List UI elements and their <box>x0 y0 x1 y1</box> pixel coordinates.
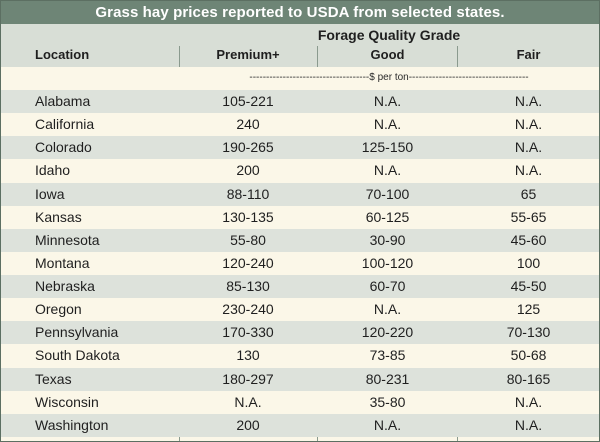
cell-premium: 120-240 <box>222 254 274 271</box>
cell-location: South Dakota <box>35 347 120 364</box>
cell-good: 35-80 <box>369 393 406 410</box>
unit-note: ------------------------------------$ pe… <box>249 72 529 83</box>
cell-good: 125-150 <box>361 139 414 156</box>
cell-fair: 65 <box>520 185 537 202</box>
cell-premium: 180-297 <box>222 370 274 387</box>
column-header-fair: Fair <box>516 47 541 62</box>
cell-location: Kansas <box>35 208 82 225</box>
table-header <box>1 24 599 67</box>
cell-good: N.A. <box>373 162 402 179</box>
cell-good: 80-231 <box>365 370 410 387</box>
cell-location: Oregon <box>35 301 82 318</box>
column-header-location: Location <box>35 47 90 62</box>
table-row: Texas 180-297 80-231 80-165 <box>1 367 599 391</box>
column-header-good: Good <box>370 47 405 62</box>
cell-premium: 55-80 <box>230 231 266 248</box>
cell-location: Texas <box>35 370 72 387</box>
cell-fair: 125 <box>516 301 541 318</box>
column-divider <box>317 46 318 67</box>
table-row: Oregon 230-240 N.A. 125 <box>1 298 599 322</box>
cell-premium: N.A. <box>234 393 262 410</box>
table-row: Wisconsin N.A. 35-80 N.A. <box>1 390 599 414</box>
table-row: Alabama 105-221 N.A. N.A. <box>1 90 599 114</box>
cell-fair: N.A. <box>514 139 543 156</box>
cell-good: N.A. <box>373 93 402 109</box>
cell-premium: 85-130 <box>226 278 270 294</box>
cell-good: 30-90 <box>369 231 406 248</box>
cell-fair: 100 <box>516 254 541 271</box>
cell-fair: 55-65 <box>510 208 547 225</box>
cell-premium: 105-221 <box>222 93 274 109</box>
cell-good: 120-220 <box>361 324 414 341</box>
table-row: Montana 120-240 100-120 100 <box>1 251 599 275</box>
table-row: Kansas 130-135 60-125 55-65 <box>1 205 599 229</box>
cell-premium: 130-135 <box>222 208 274 225</box>
table-row: Idaho 200 N.A. N.A. <box>1 159 599 183</box>
table-row: Washington 200 N.A. N.A. <box>1 413 599 437</box>
cell-fair: N.A. <box>514 393 543 410</box>
cell-premium: 130 <box>236 347 260 364</box>
cell-fair: N.A. <box>514 116 543 133</box>
table-row: South Dakota 130 73-85 50-68 <box>1 344 599 368</box>
cell-premium: 200 <box>236 416 260 433</box>
cell-fair: 45-60 <box>510 231 547 248</box>
cell-fair: 45-50 <box>510 278 547 294</box>
cell-location: Wisconsin <box>35 393 99 410</box>
cell-location: Colorado <box>35 139 92 156</box>
table-title: Grass hay prices reported to USDA from s… <box>1 1 599 24</box>
cell-fair: N.A. <box>514 93 543 109</box>
table-row: Pennsylvania 170-330 120-220 70-130 <box>1 321 599 345</box>
cell-premium: 240 <box>236 116 260 133</box>
table-row: Colorado 190-265 125-150 N.A. <box>1 136 599 160</box>
cell-location: Nebraska <box>35 278 95 294</box>
cell-premium: 230-240 <box>222 301 274 318</box>
cell-premium: 88-110 <box>226 185 270 202</box>
table-row: Iowa 88-110 70-100 65 <box>1 182 599 206</box>
cell-location: Idaho <box>35 162 71 179</box>
cell-location: California <box>35 116 95 133</box>
cell-good: N.A. <box>373 301 402 318</box>
cell-fair: N.A. <box>514 162 543 179</box>
cell-premium: 170-330 <box>222 324 274 341</box>
cell-premium: 190-265 <box>222 139 274 156</box>
cell-good: N.A. <box>373 416 402 433</box>
unit-row <box>1 67 599 89</box>
cell-location: Alabama <box>35 93 91 109</box>
cell-fair: N.A. <box>514 416 543 433</box>
cell-good: 100-120 <box>361 254 414 271</box>
cell-location: Pennsylvania <box>35 324 119 341</box>
cell-premium: 200 <box>236 162 260 179</box>
table-row: Minnesota 55-80 30-90 45-60 <box>1 228 599 252</box>
cell-fair: 70-130 <box>506 324 551 341</box>
cell-good: 60-70 <box>369 278 406 294</box>
table-row: Nebraska 85-130 60-70 45-50 <box>1 275 599 299</box>
cell-fair: 80-165 <box>506 370 551 387</box>
cell-fair: 50-68 <box>510 347 547 364</box>
cell-location: Iowa <box>35 185 65 202</box>
cell-good: 70-100 <box>365 185 410 202</box>
cell-good: N.A. <box>373 116 402 133</box>
column-header-premium: Premium+ <box>216 47 280 62</box>
cell-location: Washington <box>35 416 109 433</box>
cell-location: Montana <box>35 254 90 271</box>
column-divider <box>179 46 180 67</box>
column-divider <box>457 46 458 67</box>
cell-good: 60-125 <box>365 208 410 225</box>
cell-good: 73-85 <box>369 347 406 364</box>
table-body: Alabama 105-221 N.A. N.A. California 240 N.A. N… <box>1 90 599 437</box>
cell-location: Minnesota <box>35 231 100 248</box>
table-row: California 240 N.A. N.A. <box>1 113 599 137</box>
forage-grade-header: Forage Quality Grade <box>317 27 461 43</box>
